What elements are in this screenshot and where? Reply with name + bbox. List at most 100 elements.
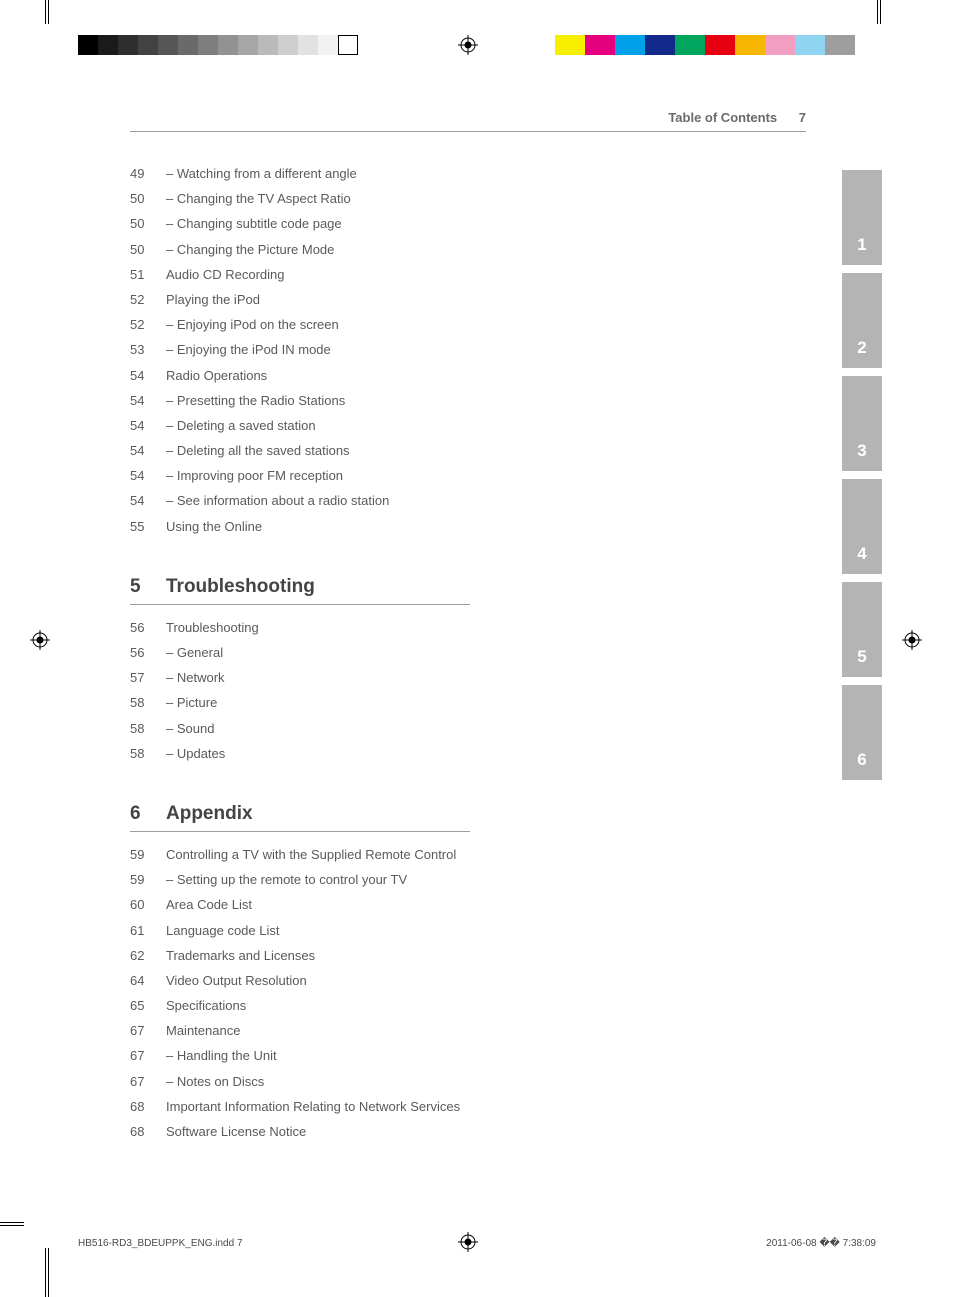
toc-entry-text: – Presetting the Radio Stations bbox=[166, 392, 470, 410]
toc-entry-text: – Enjoying iPod on the screen bbox=[166, 316, 470, 334]
color-swatches bbox=[555, 35, 855, 55]
swatch bbox=[118, 35, 138, 55]
toc-entry-text: – Notes on Discs bbox=[166, 1073, 470, 1091]
toc-page-number: 68 bbox=[130, 1098, 166, 1116]
toc-page-number: 68 bbox=[130, 1123, 166, 1141]
toc-row: 58– Sound bbox=[130, 720, 470, 738]
footer-filename: HB516-RD3_BDEUPPK_ENG.indd 7 bbox=[78, 1238, 243, 1249]
toc-row: 56– General bbox=[130, 644, 470, 662]
side-tab-2: 2 bbox=[842, 273, 882, 368]
toc-entry-text: – See information about a radio station bbox=[166, 492, 470, 510]
registration-mark-icon bbox=[30, 630, 50, 650]
registration-mark-icon bbox=[902, 630, 922, 650]
toc-row: 68Important Information Relating to Netw… bbox=[130, 1098, 470, 1116]
swatch bbox=[735, 35, 765, 55]
toc-entry-text: Troubleshooting bbox=[166, 619, 470, 637]
toc-entry-text: – Changing the Picture Mode bbox=[166, 241, 470, 259]
toc-row: 52Playing the iPod bbox=[130, 291, 470, 309]
toc-row: 54– See information about a radio statio… bbox=[130, 492, 470, 510]
toc-page-number: 64 bbox=[130, 972, 166, 990]
swatch bbox=[198, 35, 218, 55]
toc-entry-text: – General bbox=[166, 644, 470, 662]
registration-mark-icon bbox=[458, 35, 478, 55]
toc-page-number: 67 bbox=[130, 1073, 166, 1091]
header-title: Table of Contents bbox=[668, 110, 777, 125]
section-heading-5: 5 Troubleshooting bbox=[130, 576, 470, 605]
toc-entry-text: – Setting up the remote to control your … bbox=[166, 871, 470, 889]
toc-row: 64Video Output Resolution bbox=[130, 972, 470, 990]
swatch bbox=[705, 35, 735, 55]
crop-mark bbox=[877, 0, 878, 24]
toc-page-number: 56 bbox=[130, 644, 166, 662]
crop-mark bbox=[48, 0, 49, 24]
swatch bbox=[298, 35, 318, 55]
crop-mark bbox=[45, 0, 46, 24]
toc-page-number: 60 bbox=[130, 896, 166, 914]
side-tabs: 123456 bbox=[842, 170, 882, 788]
toc-row: 67– Notes on Discs bbox=[130, 1073, 470, 1091]
toc-page-number: 52 bbox=[130, 291, 166, 309]
side-tab-4: 4 bbox=[842, 479, 882, 574]
toc-page-number: 54 bbox=[130, 367, 166, 385]
toc-entry-text: – Updates bbox=[166, 745, 470, 763]
toc-page-number: 50 bbox=[130, 190, 166, 208]
toc-row: 50– Changing subtitle code page bbox=[130, 215, 470, 233]
toc-row: 50– Changing the TV Aspect Ratio bbox=[130, 190, 470, 208]
toc-page-number: 56 bbox=[130, 619, 166, 637]
toc-page-number: 67 bbox=[130, 1022, 166, 1040]
toc-entry-text: – Network bbox=[166, 669, 470, 687]
toc-row: 53– Enjoying the iPod IN mode bbox=[130, 341, 470, 359]
toc-page-number: 62 bbox=[130, 947, 166, 965]
section-number: 5 bbox=[130, 576, 166, 598]
toc-entry-text: Video Output Resolution bbox=[166, 972, 470, 990]
toc-row: 58– Updates bbox=[130, 745, 470, 763]
swatch bbox=[278, 35, 298, 55]
toc-entry-text: Language code List bbox=[166, 922, 470, 940]
toc-page-number: 54 bbox=[130, 467, 166, 485]
crop-mark bbox=[0, 1222, 24, 1223]
swatch bbox=[795, 35, 825, 55]
toc-page-number: 58 bbox=[130, 720, 166, 738]
toc-entry-text: – Picture bbox=[166, 694, 470, 712]
toc-row: 50– Changing the Picture Mode bbox=[130, 241, 470, 259]
swatch bbox=[138, 35, 158, 55]
swatch bbox=[218, 35, 238, 55]
swatch bbox=[98, 35, 118, 55]
crop-mark bbox=[0, 1225, 24, 1226]
side-tab-5: 5 bbox=[842, 582, 882, 677]
toc-row: 62Trademarks and Licenses bbox=[130, 947, 470, 965]
page-footer: HB516-RD3_BDEUPPK_ENG.indd 7 2011-06-08 … bbox=[78, 1238, 876, 1249]
toc-row: 54– Improving poor FM reception bbox=[130, 467, 470, 485]
toc-entry-text: – Sound bbox=[166, 720, 470, 738]
toc-entry-text: – Enjoying the iPod IN mode bbox=[166, 341, 470, 359]
toc-row: 59– Setting up the remote to control you… bbox=[130, 871, 470, 889]
toc-row: 55Using the Online bbox=[130, 518, 470, 536]
toc-entry-text: Software License Notice bbox=[166, 1123, 470, 1141]
toc-page-number: 51 bbox=[130, 266, 166, 284]
toc-row: 61Language code List bbox=[130, 922, 470, 940]
footer-timestamp: 2011-06-08 �� 7:38:09 bbox=[766, 1238, 876, 1249]
toc-page-number: 58 bbox=[130, 694, 166, 712]
toc-entry-text: Playing the iPod bbox=[166, 291, 470, 309]
toc-row: 68Software License Notice bbox=[130, 1123, 470, 1141]
toc-entry-text: Radio Operations bbox=[166, 367, 470, 385]
toc-page-number: 58 bbox=[130, 745, 166, 763]
toc-page-number: 59 bbox=[130, 871, 166, 889]
toc-page-number: 59 bbox=[130, 846, 166, 864]
toc-entry-text: Controlling a TV with the Supplied Remot… bbox=[166, 846, 470, 864]
toc-page-number: 54 bbox=[130, 442, 166, 460]
toc-entry-text: – Handling the Unit bbox=[166, 1047, 470, 1065]
toc-row: 54Radio Operations bbox=[130, 367, 470, 385]
toc-page-number: 61 bbox=[130, 922, 166, 940]
swatch bbox=[318, 35, 338, 55]
toc-page-number: 54 bbox=[130, 417, 166, 435]
toc-row: 65Specifications bbox=[130, 997, 470, 1015]
section-title: Appendix bbox=[166, 803, 253, 825]
crop-mark bbox=[880, 0, 881, 24]
toc-row: 54– Deleting all the saved stations bbox=[130, 442, 470, 460]
toc-row: 54– Presetting the Radio Stations bbox=[130, 392, 470, 410]
section-number: 6 bbox=[130, 803, 166, 825]
toc-page-number: 65 bbox=[130, 997, 166, 1015]
crop-mark bbox=[48, 1248, 49, 1297]
swatch bbox=[78, 35, 98, 55]
